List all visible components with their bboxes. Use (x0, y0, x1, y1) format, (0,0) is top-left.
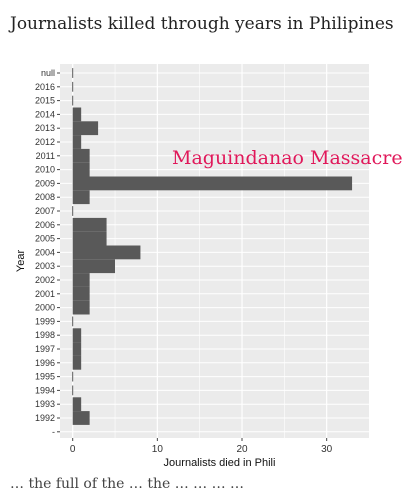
y-axis-label: Year (15, 250, 27, 273)
y-tick-label: 2005 (35, 234, 55, 244)
y-tick-label: 2003 (35, 261, 55, 271)
bar-1993 (72, 397, 82, 412)
bar-2011 (72, 148, 90, 163)
bar-2009 (72, 176, 353, 191)
bar-2000 (72, 300, 90, 315)
y-tick-label: 1992 (35, 413, 55, 423)
y-tick-label: 2008 (35, 192, 55, 202)
bar-2012 (72, 135, 82, 149)
y-tick-label: 1993 (35, 399, 55, 409)
bar-1997 (72, 342, 82, 356)
x-tick-label: 10 (152, 444, 164, 455)
x-tick-label: 20 (236, 444, 248, 455)
bar-1992 (72, 411, 90, 425)
x-axis-label: Journalists died in Phili (164, 457, 276, 469)
bar-1998 (72, 328, 82, 343)
bar-2003 (72, 259, 116, 274)
y-tick-label: 2009 (35, 178, 55, 188)
bar-2006 (72, 217, 107, 232)
y-tick-label: 2011 (36, 151, 55, 161)
footer-text-fragment: … the full of the … the … … … … (10, 476, 245, 492)
y-axis-ticks: 1992 1993 1994 1995 1996 1997 1998 1999 2000 2001… (35, 68, 60, 437)
y-tick-label: 2007 (35, 206, 55, 216)
y-tick-label: 1999 (35, 316, 55, 326)
y-tick-label: - (52, 427, 55, 437)
annotation-maguindanao: Maguindanao Massacre (172, 147, 403, 169)
y-tick-label: 2015 (35, 96, 55, 106)
bar-2010 (72, 162, 90, 177)
y-tick-label: 2014 (35, 109, 55, 119)
y-tick-label: 1995 (35, 372, 55, 382)
y-tick-label: null (41, 68, 55, 78)
y-tick-label: 2006 (35, 220, 55, 230)
y-tick-label: 1994 (35, 385, 55, 395)
bars (72, 68, 353, 425)
y-tick-label: 1996 (35, 358, 55, 368)
y-tick-label: 2000 (35, 303, 55, 313)
bar-2001 (72, 286, 90, 301)
bar-2004 (72, 245, 141, 260)
y-tick-label: 2004 (35, 247, 55, 257)
bar-2014 (72, 107, 82, 122)
y-tick-label: 2002 (35, 275, 55, 285)
y-tick-label: 1998 (35, 330, 55, 340)
bar-2008 (72, 190, 90, 205)
y-tick-label: 2012 (35, 137, 55, 147)
x-tick-label: 0 (70, 444, 76, 455)
page-title: Journalists killed through years in Phil… (10, 14, 394, 34)
y-tick-label: 1997 (35, 344, 55, 354)
y-tick-label: 2013 (35, 123, 55, 133)
y-tick-label: 2016 (35, 82, 55, 92)
bar-2002 (72, 273, 90, 287)
x-tick-label: 30 (321, 444, 333, 455)
y-tick-label: 2010 (35, 165, 55, 175)
y-tick-label: 2001 (35, 289, 55, 299)
x-axis-ticks: 0 10 20 30 (70, 438, 333, 455)
bar-2013 (72, 121, 99, 136)
bar-2005 (72, 231, 107, 246)
bar-1996 (72, 355, 82, 370)
